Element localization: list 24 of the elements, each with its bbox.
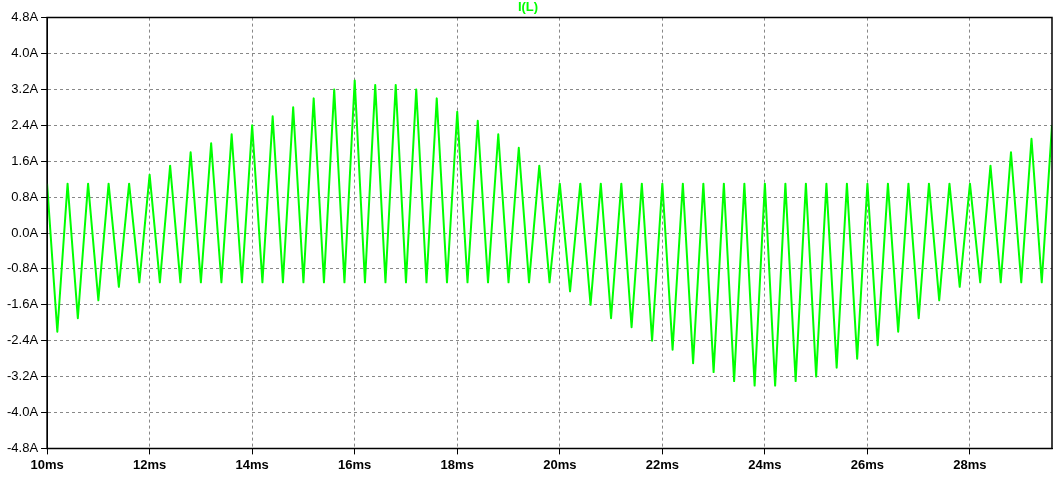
- y-tick-label: -4.0A: [6, 404, 39, 420]
- y-tick-label: 4.0A: [11, 45, 39, 61]
- x-tick-label: 28ms: [953, 456, 987, 472]
- y-tick-label: 4.8A: [11, 9, 39, 25]
- x-tick-label: 12ms: [132, 456, 167, 472]
- x-tick-label: 18ms: [440, 456, 474, 472]
- y-tick-label: -4.8A: [6, 439, 39, 455]
- y-tick-label: 0.8A: [11, 188, 39, 204]
- y-tick-label: 0.0A: [11, 224, 39, 240]
- y-tick-label: 2.4A: [11, 116, 39, 132]
- x-tick-label: 10ms: [30, 456, 64, 472]
- x-tick-label: 14ms: [235, 456, 269, 472]
- y-tick-label: -2.4A: [6, 332, 39, 348]
- x-tick-label: 26ms: [850, 456, 885, 472]
- x-tick-label: 24ms: [748, 456, 782, 472]
- y-tick-label: -3.2A: [6, 368, 39, 384]
- x-tick-label: 16ms: [338, 456, 372, 472]
- y-tick-label: 1.6A: [11, 152, 39, 168]
- chart-title: I(L): [517, 0, 539, 15]
- y-tick-label: 3.2A: [11, 80, 39, 96]
- y-tick-label: -1.6A: [6, 296, 39, 312]
- y-tick-label: -0.8A: [6, 260, 39, 276]
- x-tick-label: 20ms: [543, 456, 577, 472]
- x-tick-label: 22ms: [645, 456, 679, 472]
